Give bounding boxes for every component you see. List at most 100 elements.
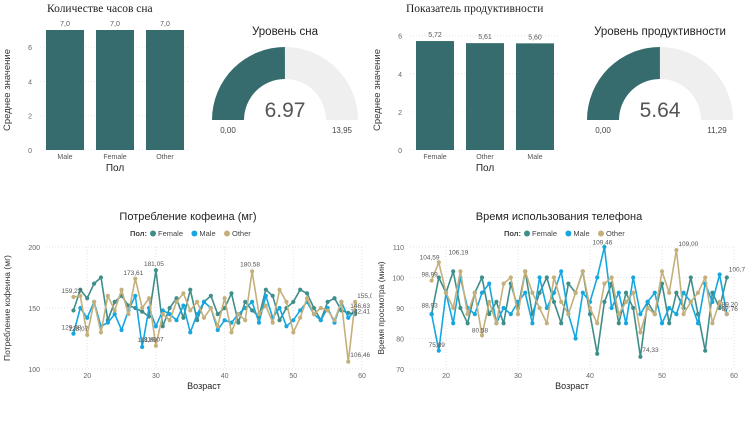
y-tick-label: 2 [398, 110, 402, 117]
legend-title: Пол: [504, 229, 521, 238]
data-point-male [256, 320, 262, 325]
data-point-male [674, 312, 679, 317]
data-point-male [181, 303, 186, 308]
caffeine-chart: Потребление кофеина (мг) Пол: Female Male Ot… [0, 205, 377, 405]
data-point-male [133, 293, 138, 298]
data-point-other [472, 290, 477, 295]
data-point-male [472, 312, 477, 317]
data-point-male [291, 318, 296, 323]
legend-marker-female [150, 230, 156, 237]
data-point-female [160, 324, 165, 329]
data-point-male [167, 312, 172, 317]
data-point-female [311, 305, 317, 311]
y-tick-label: 200 [28, 245, 40, 252]
data-point-male [479, 290, 485, 295]
x-tick-label: Other [156, 154, 174, 161]
legend-marker-other [224, 230, 230, 237]
data-label: 119,07 [144, 337, 164, 344]
legend-label-other: Other [232, 229, 251, 238]
chart-title: Потребление кофеина (мг) [119, 211, 256, 223]
data-point-other [674, 247, 679, 253]
data-point-male [609, 305, 614, 311]
legend-marker-other [598, 230, 604, 237]
data-point-other [638, 330, 643, 335]
x-tick-label: 30 [152, 373, 160, 380]
data-point-female [215, 312, 220, 317]
data-point-male [623, 321, 629, 326]
data-point-female [325, 299, 330, 304]
data-label: 173,61 [123, 270, 143, 277]
data-label: 7,0 [110, 21, 120, 28]
data-point-other [479, 333, 485, 338]
data-label: 87,76 [722, 306, 739, 313]
data-label: 88,93 [421, 302, 438, 309]
data-point-male [85, 315, 90, 320]
data-point-other [318, 305, 323, 311]
data-point-female [623, 290, 629, 295]
bar-other [466, 43, 504, 151]
data-point-male [78, 305, 83, 311]
data-point-other [443, 290, 449, 295]
data-point-male [515, 299, 521, 304]
x-tick-label: 50 [658, 373, 666, 380]
data-point-other [501, 281, 506, 286]
y-tick-label: 6 [28, 45, 32, 52]
data-label: 7,0 [60, 21, 70, 28]
data-point-other [645, 305, 650, 311]
data-label: 155,00 [357, 293, 372, 300]
data-point-other [98, 330, 104, 335]
data-point-female [631, 305, 636, 311]
data-point-other [530, 290, 535, 295]
data-point-female [559, 321, 564, 326]
data-point-other [451, 305, 456, 311]
data-point-other [659, 269, 665, 274]
x-tick-label: Female [423, 154, 446, 161]
data-label: 74,33 [642, 347, 659, 354]
data-point-other [298, 315, 303, 320]
data-point-male [616, 290, 621, 295]
legend-marker-male [191, 230, 198, 237]
data-point-other [494, 321, 499, 326]
data-point-other [236, 312, 241, 317]
data-point-other [623, 299, 629, 304]
data-point-female [167, 305, 172, 311]
data-point-male [645, 299, 650, 304]
data-point-male [551, 290, 557, 295]
series-line-other [73, 270, 356, 363]
data-point-female [544, 275, 549, 280]
data-point-female [195, 318, 200, 323]
y-tick-label: 4 [398, 72, 402, 79]
y-tick-label: 100 [392, 276, 404, 283]
data-point-male [580, 290, 585, 295]
data-point-other [339, 299, 344, 304]
data-point-male [652, 290, 657, 295]
data-point-male [638, 312, 643, 317]
y-tick-label: 90 [396, 306, 404, 313]
data-point-other [277, 287, 282, 292]
data-point-male [160, 308, 165, 313]
data-point-female [91, 281, 97, 286]
data-point-other [133, 276, 138, 281]
data-point-male [215, 327, 220, 333]
y-tick-label: 70 [396, 367, 404, 374]
y-tick-label: 2 [28, 114, 32, 121]
data-label: 142,41 [350, 308, 370, 315]
data-point-male [318, 318, 323, 323]
data-point-male [559, 269, 564, 274]
data-point-male [153, 324, 159, 329]
data-point-other [346, 359, 351, 364]
legend-label-other: Other [606, 229, 625, 238]
data-point-male [298, 308, 303, 313]
data-label: 128,07 [68, 326, 88, 333]
data-point-female [208, 293, 213, 298]
data-point-female [674, 290, 679, 295]
data-label: 118,89 [137, 337, 157, 344]
data-point-other [429, 278, 434, 283]
data-point-other [580, 269, 585, 274]
data-point-male [523, 290, 528, 295]
data-point-other [436, 260, 441, 265]
data-point-other [174, 299, 179, 304]
data-point-male [631, 275, 636, 280]
data-point-male [71, 331, 76, 336]
data-point-other [146, 296, 152, 301]
